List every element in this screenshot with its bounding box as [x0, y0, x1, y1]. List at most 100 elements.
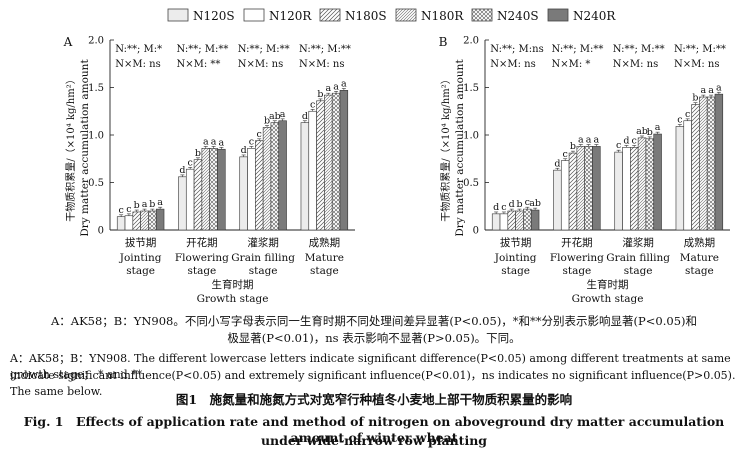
significance-letter: d — [302, 111, 308, 122]
bar — [523, 208, 532, 231]
bar — [278, 120, 287, 231]
bar — [592, 146, 601, 231]
legend-swatch — [243, 8, 265, 22]
significance-letter: b — [195, 148, 201, 159]
significance-letter: c — [525, 197, 530, 208]
bar — [132, 211, 141, 231]
significance-letter: b — [570, 141, 576, 152]
significance-letter: c — [632, 135, 637, 146]
significance-letter: c — [257, 129, 262, 140]
x-tick-label-en-2: stage — [562, 265, 591, 277]
chart-legend: N120S N120R N180S N180R N240S N240R — [167, 8, 616, 23]
bar — [217, 148, 226, 231]
y-axis-label-en: Dry matter accumulation amount — [79, 59, 91, 237]
y-axis-label-cn: 干物质积累量/（×10⁴ kg/hm²） — [64, 74, 77, 221]
anova-interaction: N×M: ns — [490, 59, 535, 70]
bar — [637, 137, 647, 231]
significance-letter: b — [149, 199, 155, 210]
x-tick-label-en-2: stage — [310, 265, 339, 277]
significance-letter: a — [708, 85, 714, 96]
significance-letter: a — [594, 135, 600, 146]
legend-swatch — [167, 8, 189, 22]
significance-letter: b — [647, 127, 653, 138]
legend-label: N120S — [193, 9, 235, 23]
legend-swatch — [547, 8, 569, 22]
legend-label: N180R — [421, 9, 464, 23]
significance-letter: a — [716, 82, 722, 93]
bar — [270, 122, 280, 231]
bar — [507, 210, 516, 231]
significance-letter: ab — [636, 126, 648, 137]
y-tick-label: 2.0 — [463, 36, 479, 47]
bar — [300, 122, 310, 231]
significance-letter: c — [501, 202, 506, 213]
bar — [155, 208, 165, 231]
y-tick-label: 0 — [473, 226, 479, 237]
x-tick-label-en-2: stage — [624, 265, 653, 277]
legend-swatch — [471, 8, 493, 22]
bar — [553, 169, 562, 231]
significance-letter: c — [685, 109, 690, 120]
chart-panel-b: B 干物质积累量/（×10⁴ kg/hm²） Dry matter accumula… — [439, 35, 730, 305]
caption-line-3: A：AK58；B：YN908. The different lowercase … — [10, 352, 731, 381]
significance-letter: c — [118, 205, 123, 216]
significance-letter: d — [179, 165, 185, 176]
significance-letter: a — [142, 199, 148, 210]
x-tick-label-cn: 灌浆期 — [247, 236, 279, 249]
bar — [614, 151, 623, 231]
significance-letter: d — [493, 202, 499, 213]
anova-interaction: N×M: ns — [115, 59, 161, 70]
panel-label: A — [63, 35, 73, 49]
caption-line-1: A：AK58；B：YN908。不同小写字母表示同一生育时期不同处理间差异显著(P… — [50, 314, 698, 328]
bar — [308, 110, 317, 231]
y-tick-label: 0.5 — [88, 178, 104, 189]
figure-title-en-2: under wide-narrow row planting — [260, 433, 488, 448]
bar — [339, 90, 349, 231]
bar — [584, 146, 593, 231]
y-tick-label: 1.0 — [463, 131, 479, 142]
y-tick-label: 1.5 — [463, 83, 479, 94]
legend-label: N120R — [269, 9, 312, 23]
significance-letter: d — [623, 135, 629, 146]
figure-title-cn: 图1 施氮量和施氮方式对宽窄行种植冬小麦地上部干物质积累量的影响 — [175, 392, 573, 407]
bar — [193, 159, 203, 231]
bar — [675, 126, 685, 231]
panel-label: B — [439, 35, 448, 49]
anova-interaction: N×M: ns — [299, 59, 345, 70]
bar — [622, 147, 631, 231]
anova-main-effects: N:**; M:** — [674, 44, 726, 55]
significance-letter: c — [188, 157, 193, 168]
legend-label: N240S — [497, 9, 539, 23]
x-tick-label-en: Mature — [680, 252, 719, 264]
legend-swatch — [319, 8, 341, 22]
bar — [691, 104, 700, 231]
bar — [699, 96, 708, 231]
y-axis-label-en: Dry matter accumulation amount — [454, 59, 466, 237]
significance-letter: c — [677, 115, 682, 126]
bar — [491, 213, 501, 231]
chart-panel-a: A 干物质积累量/（×10⁴ kg/hm²） Dry matter accumula… — [63, 35, 355, 305]
bar — [201, 148, 210, 231]
significance-letter: ab — [529, 198, 541, 209]
x-tick-label-en: Grain filling — [231, 252, 295, 264]
bar — [185, 168, 195, 231]
x-tick-label-en-2: stage — [685, 265, 714, 277]
significance-letter: d — [509, 199, 515, 210]
x-tick-label-en: Mature — [305, 252, 344, 264]
caption-line-4: indicate significant influence(P<0.05) a… — [10, 369, 736, 398]
anova-main-effects: N:**; M:* — [115, 44, 162, 55]
x-tick-label-cn: 拔节期 — [125, 236, 157, 249]
significance-letter: b — [692, 93, 698, 104]
significance-letter: ab — [269, 111, 281, 122]
anova-interaction: N×M: ns — [238, 59, 284, 70]
bar — [178, 176, 187, 231]
x-tick-label-en-2: stage — [187, 265, 216, 277]
anova-interaction: N×M: ns — [674, 59, 720, 70]
x-tick-label-en: Jointing — [494, 252, 537, 264]
legend-label: N240R — [573, 9, 616, 23]
bar — [530, 209, 540, 231]
x-tick-label-cn: 开花期 — [186, 236, 218, 249]
x-tick-label-cn: 开花期 — [561, 236, 593, 249]
bar — [148, 210, 157, 231]
x-tick-label-en-2: stage — [501, 265, 530, 277]
